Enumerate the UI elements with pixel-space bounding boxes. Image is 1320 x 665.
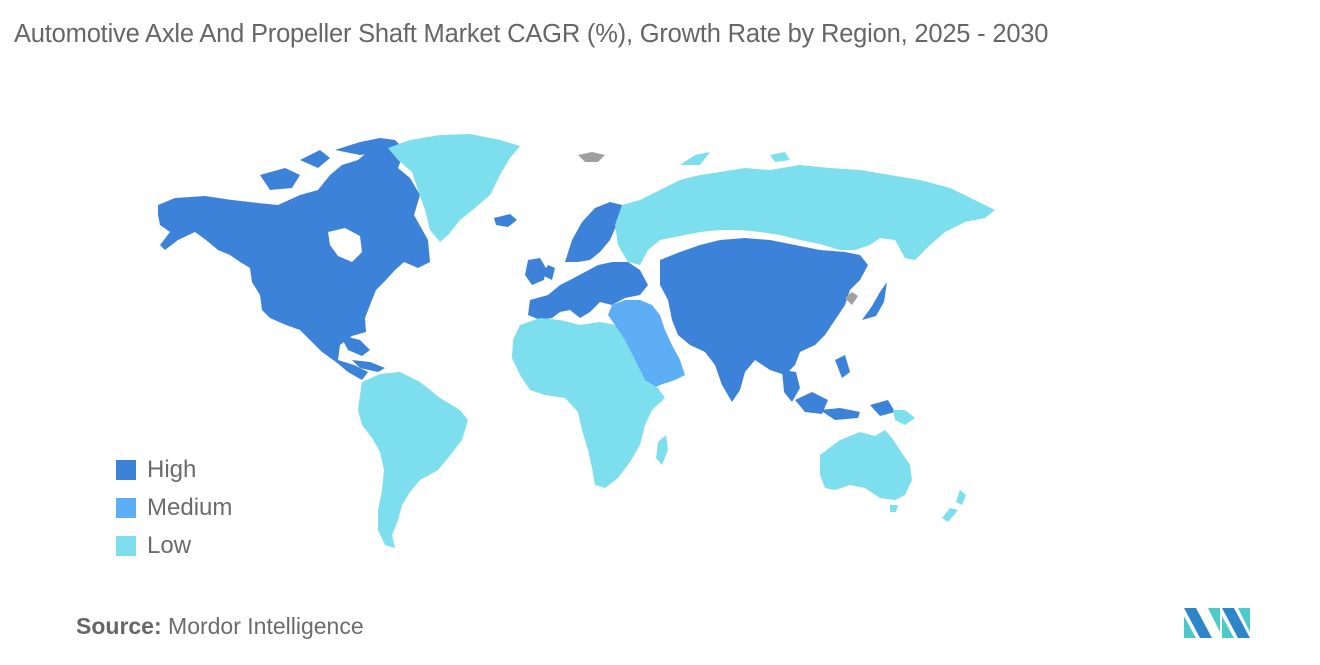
source-note: Source: Mordor Intelligence	[76, 613, 364, 640]
region-greenland	[388, 134, 520, 242]
region-svalbard	[578, 152, 605, 162]
region-africa	[512, 318, 665, 488]
legend-label: High	[147, 456, 197, 483]
legend-label: Low	[147, 532, 192, 559]
region-north-korea	[845, 292, 858, 305]
region-europe	[525, 202, 648, 320]
source-label: Source:	[76, 613, 162, 639]
legend-swatch-high	[116, 460, 136, 480]
region-australia	[820, 430, 912, 500]
legend-item-low: Low	[116, 527, 232, 565]
region-new-zealand	[942, 490, 966, 522]
legend: High Medium Low	[116, 451, 232, 565]
region-south-america	[358, 372, 468, 548]
legend-item-medium: Medium	[116, 489, 232, 527]
legend-label: Medium	[147, 494, 233, 521]
legend-swatch-medium	[116, 498, 136, 518]
chart-title: Automotive Axle And Propeller Shaft Mark…	[14, 20, 1049, 48]
region-papua-new-guinea	[893, 410, 915, 425]
region-russia	[615, 165, 995, 265]
region-madagascar	[656, 435, 668, 465]
hudson-bay	[328, 228, 362, 262]
region-tasmania	[890, 505, 898, 512]
legend-item-high: High	[116, 451, 232, 489]
region-north-america	[158, 138, 430, 380]
mordor-logo-icon	[1184, 608, 1250, 638]
region-asia-pacific	[660, 238, 895, 420]
region-iceland	[494, 214, 517, 227]
region-russia-islands	[680, 152, 895, 184]
region-middle-east	[608, 300, 685, 390]
source-value: Mordor Intelligence	[168, 613, 364, 639]
legend-swatch-low	[116, 536, 136, 556]
